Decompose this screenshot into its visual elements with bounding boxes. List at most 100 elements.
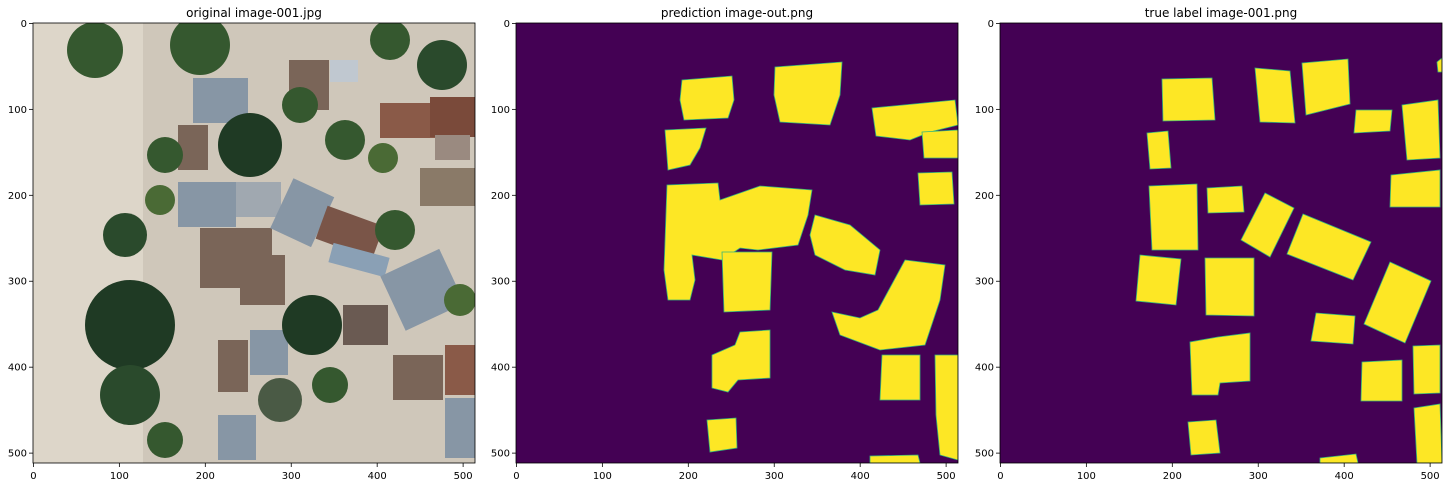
roof — [250, 330, 288, 375]
roof — [445, 398, 475, 458]
y-tick-label: 500 — [8, 449, 27, 460]
roof — [330, 60, 358, 82]
tree — [368, 143, 398, 173]
y-tick-label: 400 — [8, 363, 27, 374]
tree — [417, 40, 467, 90]
label-building — [1412, 344, 1441, 395]
panel-title: original image-001.jpg — [186, 6, 322, 20]
predicted-building — [773, 61, 843, 126]
roof — [270, 178, 335, 248]
predicted-building — [663, 182, 813, 301]
predicted-mask — [516, 23, 958, 463]
aerial-photo — [33, 23, 475, 463]
label-building — [1189, 332, 1251, 396]
tree — [147, 422, 183, 458]
roof — [240, 255, 285, 305]
predicted-building — [679, 75, 735, 121]
panel-prediction: prediction image-out.png — [515, 6, 959, 464]
panel-title: true label image-001.png — [1145, 6, 1298, 20]
roof — [420, 168, 475, 206]
label-building — [1254, 67, 1296, 124]
x-tick-label: 400 — [851, 471, 870, 482]
x-tick-label: 500 — [454, 471, 473, 482]
x-tick-label: 200 — [196, 471, 215, 482]
roof — [393, 355, 443, 400]
y-tick-label: 300 — [975, 277, 994, 288]
roof — [435, 135, 470, 160]
predicted-building — [721, 251, 773, 313]
predicted-building — [917, 171, 955, 206]
y-tick-label: 400 — [491, 363, 510, 374]
tree — [100, 365, 160, 425]
tree — [218, 113, 282, 177]
axes-frame — [999, 22, 1443, 464]
x-tick-label: 500 — [937, 471, 956, 482]
y-tick-label: 100 — [8, 105, 27, 116]
y-tick-label: 0 — [21, 19, 27, 30]
label-building — [1146, 130, 1172, 170]
panel-original: original image-001.jpg — [32, 6, 476, 464]
predicted-building — [664, 127, 707, 171]
tree — [444, 284, 475, 316]
label-building — [1401, 99, 1441, 161]
roof — [218, 340, 248, 392]
label-building — [1436, 57, 1442, 73]
predicted-building — [711, 329, 771, 393]
roof — [445, 345, 475, 395]
label-building — [1319, 453, 1359, 463]
tree — [312, 367, 348, 403]
label-building — [1148, 183, 1199, 251]
tree — [170, 23, 230, 75]
label-building — [1286, 213, 1372, 281]
y-tick-label: 0 — [504, 19, 510, 30]
label-building — [1360, 359, 1403, 402]
predicted-building — [921, 129, 958, 159]
tree — [370, 23, 410, 60]
roof — [218, 415, 256, 460]
y-tick-label: 500 — [491, 449, 510, 460]
y-tick-label: 500 — [975, 449, 994, 460]
x-tick-label: 400 — [1335, 471, 1354, 482]
x-tick-label: 500 — [1421, 471, 1440, 482]
tree — [103, 213, 147, 257]
predicted-building — [879, 354, 921, 401]
label-building — [1353, 109, 1393, 134]
tree — [147, 137, 183, 173]
label-building — [1240, 192, 1295, 258]
axes-frame — [515, 22, 959, 464]
x-tick-label: 0 — [513, 471, 519, 482]
roof — [380, 248, 465, 331]
x-tick-label: 100 — [110, 471, 129, 482]
x-tick-label: 400 — [368, 471, 387, 482]
predicted-building — [706, 417, 738, 453]
x-tick-label: 200 — [679, 471, 698, 482]
y-tick-label: 100 — [491, 105, 510, 116]
predicted-building — [934, 354, 958, 461]
label-building — [1206, 185, 1245, 214]
roof — [380, 103, 435, 138]
y-tick-label: 200 — [491, 191, 510, 202]
tree — [258, 378, 302, 422]
tree — [85, 280, 175, 370]
y-tick-label: 400 — [975, 363, 994, 374]
ground-truth-mask — [1000, 23, 1442, 463]
roof — [430, 97, 475, 137]
y-tick-label: 100 — [975, 105, 994, 116]
y-tick-label: 200 — [8, 191, 27, 202]
tree — [145, 185, 175, 215]
label-building — [1301, 58, 1351, 116]
label-building — [1389, 169, 1441, 208]
y-tick-label: 200 — [975, 191, 994, 202]
label-building — [1204, 257, 1255, 317]
x-tick-label: 0 — [997, 471, 1003, 482]
predicted-building — [831, 259, 946, 351]
tree — [325, 120, 365, 160]
x-tick-label: 300 — [765, 471, 784, 482]
tree — [282, 295, 342, 355]
x-tick-label: 100 — [1077, 471, 1096, 482]
y-tick-label: 300 — [491, 277, 510, 288]
axes-frame — [32, 22, 476, 464]
label-building — [1363, 261, 1432, 344]
